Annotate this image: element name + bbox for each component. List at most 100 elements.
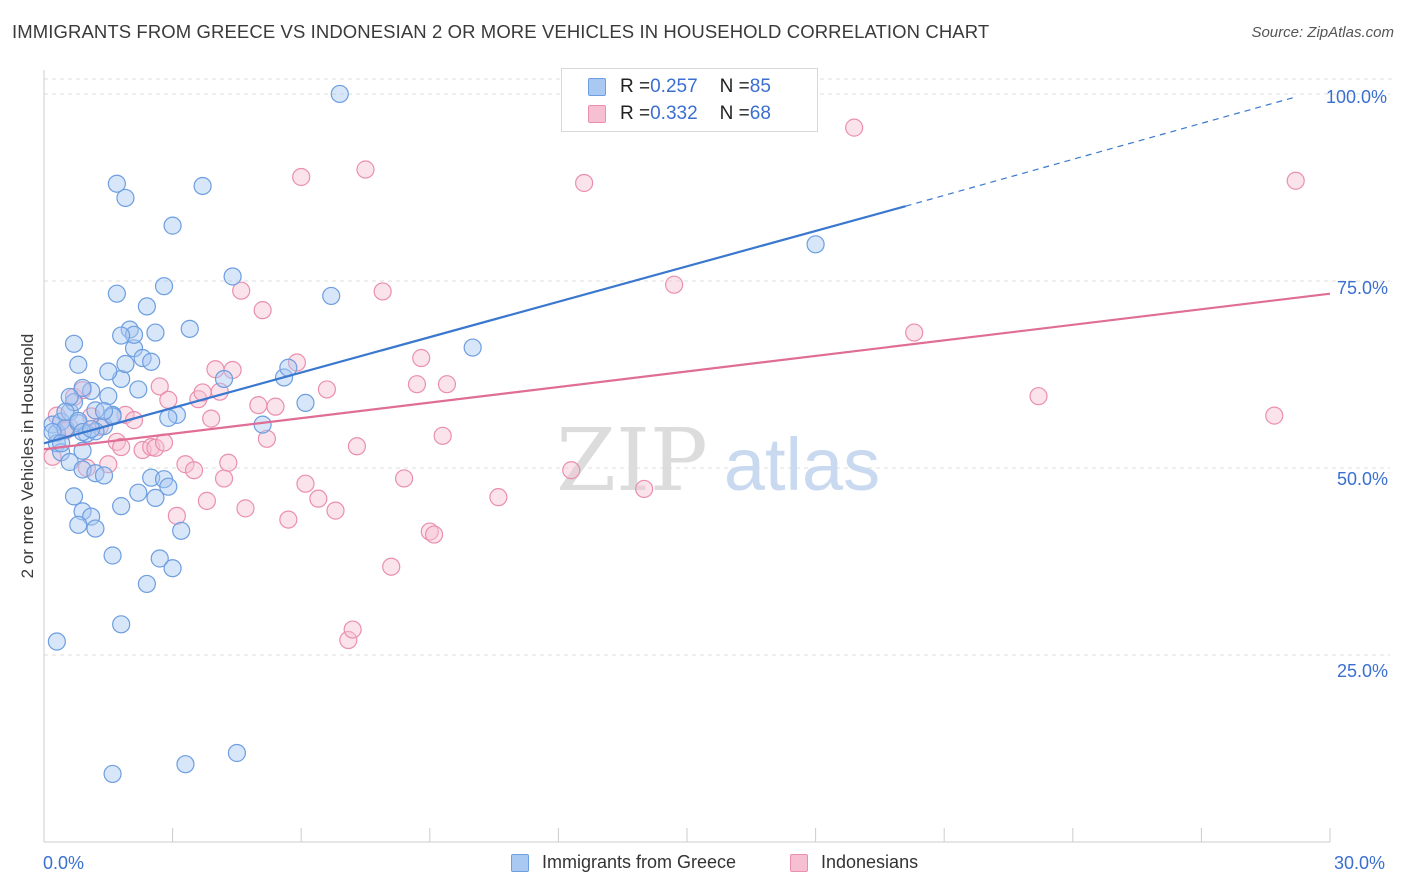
indonesians-legend-icon bbox=[790, 853, 808, 872]
indonesians-trend-line bbox=[43, 292, 1331, 451]
x-tick-label-min: 0.0% bbox=[43, 853, 85, 873]
indonesians-point bbox=[236, 499, 255, 518]
greece-point bbox=[73, 441, 92, 460]
indonesians-point bbox=[232, 281, 251, 300]
greece-point bbox=[176, 755, 195, 774]
greece-points bbox=[43, 84, 825, 784]
y-tick-label-25: 25.0% bbox=[1337, 661, 1389, 681]
greece-point bbox=[60, 387, 79, 407]
correlation-legend: R = 0.257 N = 85 R = 0.332 N = 68 bbox=[561, 68, 818, 132]
watermark-atlas: atlas bbox=[724, 423, 880, 506]
greece-point bbox=[137, 574, 156, 594]
n-value: 85 bbox=[749, 76, 771, 97]
indonesians-point bbox=[424, 525, 444, 544]
greece-point bbox=[82, 507, 101, 526]
n-label: N = bbox=[719, 76, 750, 97]
greece-point bbox=[172, 521, 191, 540]
indonesians-point bbox=[845, 118, 864, 137]
indonesians-point bbox=[343, 620, 362, 639]
indonesians-point bbox=[266, 397, 285, 416]
indonesians-point bbox=[317, 380, 337, 399]
legend-row-greece: R = 0.257 N = 85 bbox=[588, 75, 771, 99]
indonesians-point bbox=[197, 491, 216, 510]
indonesians-point bbox=[99, 455, 118, 474]
greece-point bbox=[94, 402, 114, 421]
indonesians-point bbox=[287, 353, 307, 372]
greece-point bbox=[227, 743, 246, 763]
indonesians-point bbox=[1265, 406, 1284, 425]
greece-point bbox=[142, 352, 161, 371]
greece-point bbox=[146, 488, 165, 508]
greece-point bbox=[64, 487, 84, 506]
indonesians-point bbox=[1029, 387, 1048, 406]
indonesians-point bbox=[309, 489, 328, 508]
indonesians-point bbox=[382, 557, 401, 576]
indonesians-point bbox=[112, 437, 131, 457]
y-tick-label-75: 75.0% bbox=[1337, 278, 1389, 298]
greece-point bbox=[116, 188, 135, 208]
greece-point bbox=[150, 549, 169, 568]
greece-point bbox=[69, 355, 88, 374]
r-value: 0.257 bbox=[650, 76, 698, 97]
greece-swatch-icon bbox=[588, 78, 606, 96]
indonesians-point bbox=[257, 429, 277, 448]
greece-point bbox=[330, 84, 349, 104]
greece-point bbox=[107, 174, 126, 193]
greece-point bbox=[159, 408, 178, 427]
indonesians-point bbox=[635, 479, 654, 499]
greece-point bbox=[159, 477, 178, 496]
greece-point bbox=[112, 326, 131, 345]
indonesians-point bbox=[347, 437, 367, 456]
r-value: 0.332 bbox=[650, 103, 698, 124]
legend-item-indonesians: Indonesians bbox=[790, 852, 918, 873]
indonesians-point bbox=[159, 390, 178, 410]
greece-point bbox=[103, 764, 122, 784]
watermark: ZIP atlas bbox=[556, 411, 880, 511]
indonesians-swatch-icon bbox=[588, 105, 606, 123]
trend-lines bbox=[43, 96, 1331, 451]
greece-point bbox=[112, 615, 131, 634]
greece-point bbox=[73, 378, 92, 398]
indonesians-point bbox=[407, 375, 427, 394]
greece-point bbox=[154, 277, 174, 296]
greece-point bbox=[223, 267, 242, 286]
indonesians-point bbox=[146, 438, 165, 457]
greece-point bbox=[64, 334, 84, 353]
greece-point bbox=[99, 362, 118, 381]
indonesians-point bbox=[202, 409, 221, 428]
y-tick-label-100: 100.0% bbox=[1326, 87, 1388, 107]
indonesians-point bbox=[489, 488, 508, 507]
indonesians-point bbox=[249, 396, 268, 415]
greece-point bbox=[107, 284, 126, 303]
indonesians-point bbox=[1286, 171, 1305, 190]
indonesians-point bbox=[296, 474, 315, 493]
watermark-zip: ZIP bbox=[556, 411, 708, 511]
greece-point bbox=[103, 546, 122, 565]
greece-point bbox=[69, 411, 88, 430]
greece-point bbox=[99, 387, 118, 406]
indonesians-point bbox=[279, 510, 298, 529]
greece-point bbox=[463, 338, 482, 357]
greece-point bbox=[73, 502, 92, 521]
greece-point bbox=[180, 319, 199, 338]
series-legend: Immigrants from Greece Indonesians bbox=[0, 852, 1406, 878]
greece-point bbox=[163, 216, 182, 235]
indonesians-point bbox=[339, 630, 358, 650]
x-tick-label-max: 30.0% bbox=[1334, 853, 1386, 873]
greece-point bbox=[296, 393, 315, 413]
greece-point bbox=[137, 297, 156, 316]
greece-point bbox=[129, 380, 148, 399]
indonesians-point bbox=[562, 461, 581, 480]
greece-point bbox=[69, 515, 88, 534]
indonesians-point bbox=[433, 426, 452, 445]
indonesians-point bbox=[292, 167, 311, 187]
greece-point bbox=[47, 632, 66, 651]
r-label: R = bbox=[620, 103, 651, 124]
greece-trend-line bbox=[43, 205, 906, 445]
indonesians-point bbox=[437, 375, 457, 394]
indonesians-point bbox=[219, 453, 238, 472]
indonesians-point bbox=[154, 433, 174, 452]
greece-point bbox=[94, 466, 114, 485]
source-label: Source: ZipAtlas.com bbox=[1251, 24, 1394, 41]
